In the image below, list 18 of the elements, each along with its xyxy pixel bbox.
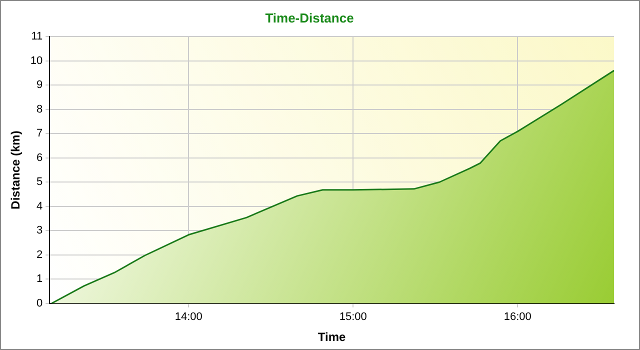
y-tick-label: 10 <box>30 54 43 67</box>
y-tick-label: 8 <box>36 103 43 116</box>
y-tick-label: 7 <box>36 128 43 140</box>
y-tick-label: 1 <box>36 273 43 286</box>
y-tick-label: 5 <box>36 176 43 188</box>
x-tick-label: 14:00 <box>174 311 202 324</box>
y-tick-label: 2 <box>36 248 43 261</box>
y-tick-label: 9 <box>36 79 43 92</box>
chart-title: Time-Distance <box>265 10 354 26</box>
y-tick-label: 0 <box>36 297 43 310</box>
y-tick-label: 11 <box>31 30 43 43</box>
x-axis-title: Time <box>318 330 346 344</box>
y-tick-label: 6 <box>36 152 43 164</box>
x-tick-label: 16:00 <box>504 311 532 324</box>
y-tick-label: 4 <box>36 200 43 212</box>
x-tick-label: 15:00 <box>339 311 367 324</box>
y-tick-label: 3 <box>36 224 43 237</box>
y-axis-title: Distance (km) <box>8 130 23 210</box>
